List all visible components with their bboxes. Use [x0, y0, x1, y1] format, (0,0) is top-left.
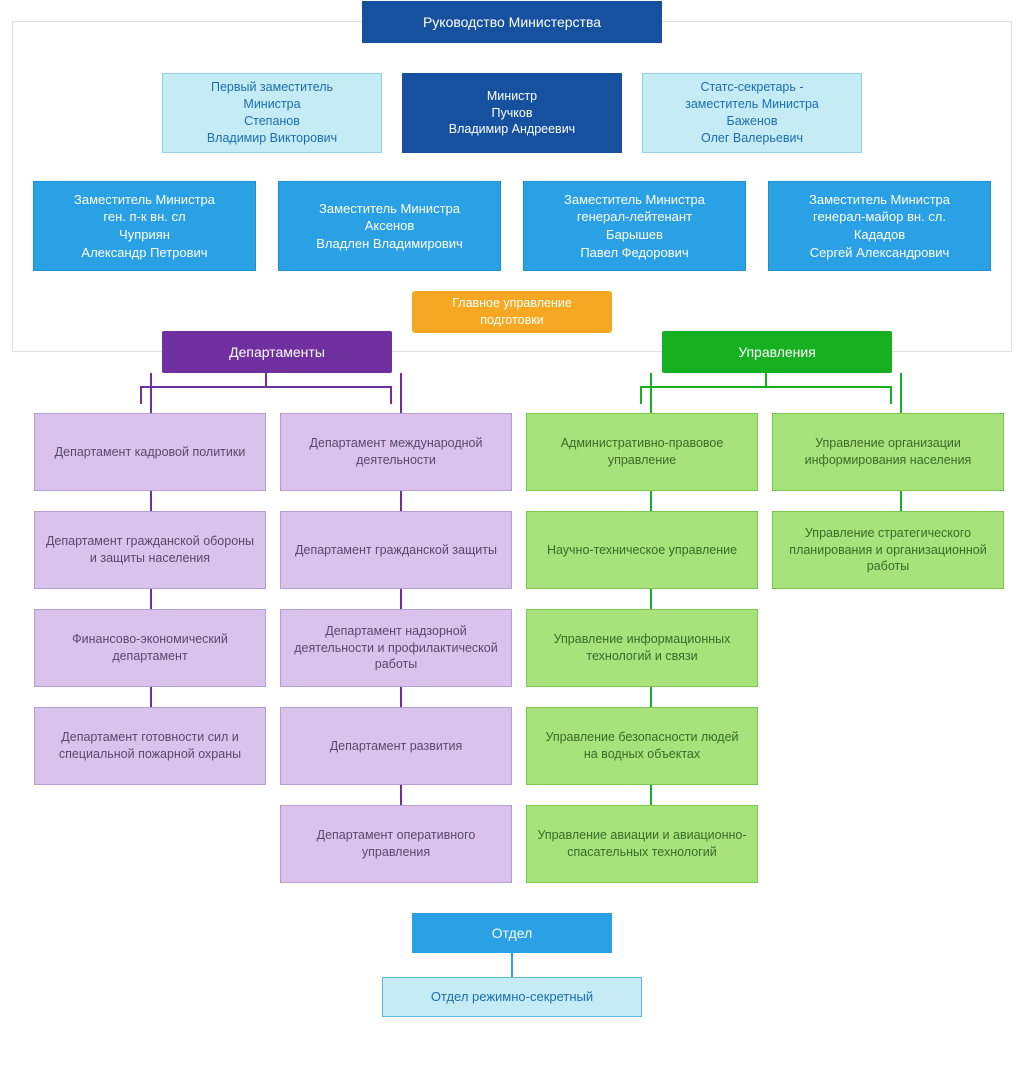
col3-cell-3: Управление безопасности людей на водных …: [526, 707, 758, 785]
col2-cell-0: Департамент международной деятельности: [280, 413, 512, 491]
top-card-2: Статс-секретарь -заместитель МинистраБаж…: [642, 73, 862, 153]
directorates-header: Управления: [662, 331, 892, 373]
col3-cell-1: Научно-техническое управление: [526, 511, 758, 589]
leadership-frame: Руководство Министерства Первый заместит…: [12, 21, 1012, 352]
col1-cell-3: Департамент готовности сил и специальной…: [34, 707, 266, 785]
col4-cell-1: Управление стратегического планирования …: [772, 511, 1004, 589]
col3-cell-4: Управление авиации и авиационно-спасател…: [526, 805, 758, 883]
bottom-header: Отдел: [412, 913, 612, 953]
mid-badge: Главное управлениеподготовки: [412, 291, 612, 333]
col1-cell-0: Департамент кадровой политики: [34, 413, 266, 491]
top-card-1: МинистрПучковВладимир Андреевич: [402, 73, 622, 153]
header-box: Руководство Министерства: [362, 1, 662, 43]
col2-cell-4: Департамент оперативного управления: [280, 805, 512, 883]
deputy-card-2: Заместитель Министрагенерал-лейтенантБар…: [523, 181, 746, 271]
col3-cell-0: Административно-правовое управление: [526, 413, 758, 491]
deputy-card-0: Заместитель Министраген. п-к вн. слЧупри…: [33, 181, 256, 271]
bottom-section: Отдел Отдел режимно-секретный: [252, 913, 772, 1017]
col3-cell-2: Управление информационных технологий и с…: [526, 609, 758, 687]
col2-cell-1: Департамент гражданской защиты: [280, 511, 512, 589]
dir-col-1: Административно-правовое управление Научн…: [526, 383, 758, 883]
departments-header: Департаменты: [162, 331, 392, 373]
grid: Департамент кадровой политикиДепартамент…: [12, 373, 1012, 883]
section-headers: Департаменты Управления: [12, 331, 1012, 373]
col1-cell-1: Департамент гражданской обороны и защиты…: [34, 511, 266, 589]
col2-cell-2: Департамент надзорной деятельности и про…: [280, 609, 512, 687]
top-row: Первый заместительМинистраСтепановВладим…: [13, 73, 1011, 153]
bottom-child: Отдел режимно-секретный: [382, 977, 642, 1017]
deputy-card-3: Заместитель Министрагенерал-майор вн. сл…: [768, 181, 991, 271]
col1-cell-2: Финансово-экономический департамент: [34, 609, 266, 687]
deputy-row: Заместитель Министраген. п-к вн. слЧупри…: [33, 181, 991, 271]
col2-cell-3: Департамент развития: [280, 707, 512, 785]
dir-col-2: Управление организации информирования на…: [772, 383, 1004, 883]
dept-col-2: Департамент международной деятельности Де…: [280, 383, 512, 883]
col4-cell-0: Управление организации информирования на…: [772, 413, 1004, 491]
deputy-card-1: Заместитель МинистраАксеновВладлен Влади…: [278, 181, 501, 271]
top-card-0: Первый заместительМинистраСтепановВладим…: [162, 73, 382, 153]
dept-col-1: Департамент кадровой политики Департамент…: [34, 383, 266, 883]
